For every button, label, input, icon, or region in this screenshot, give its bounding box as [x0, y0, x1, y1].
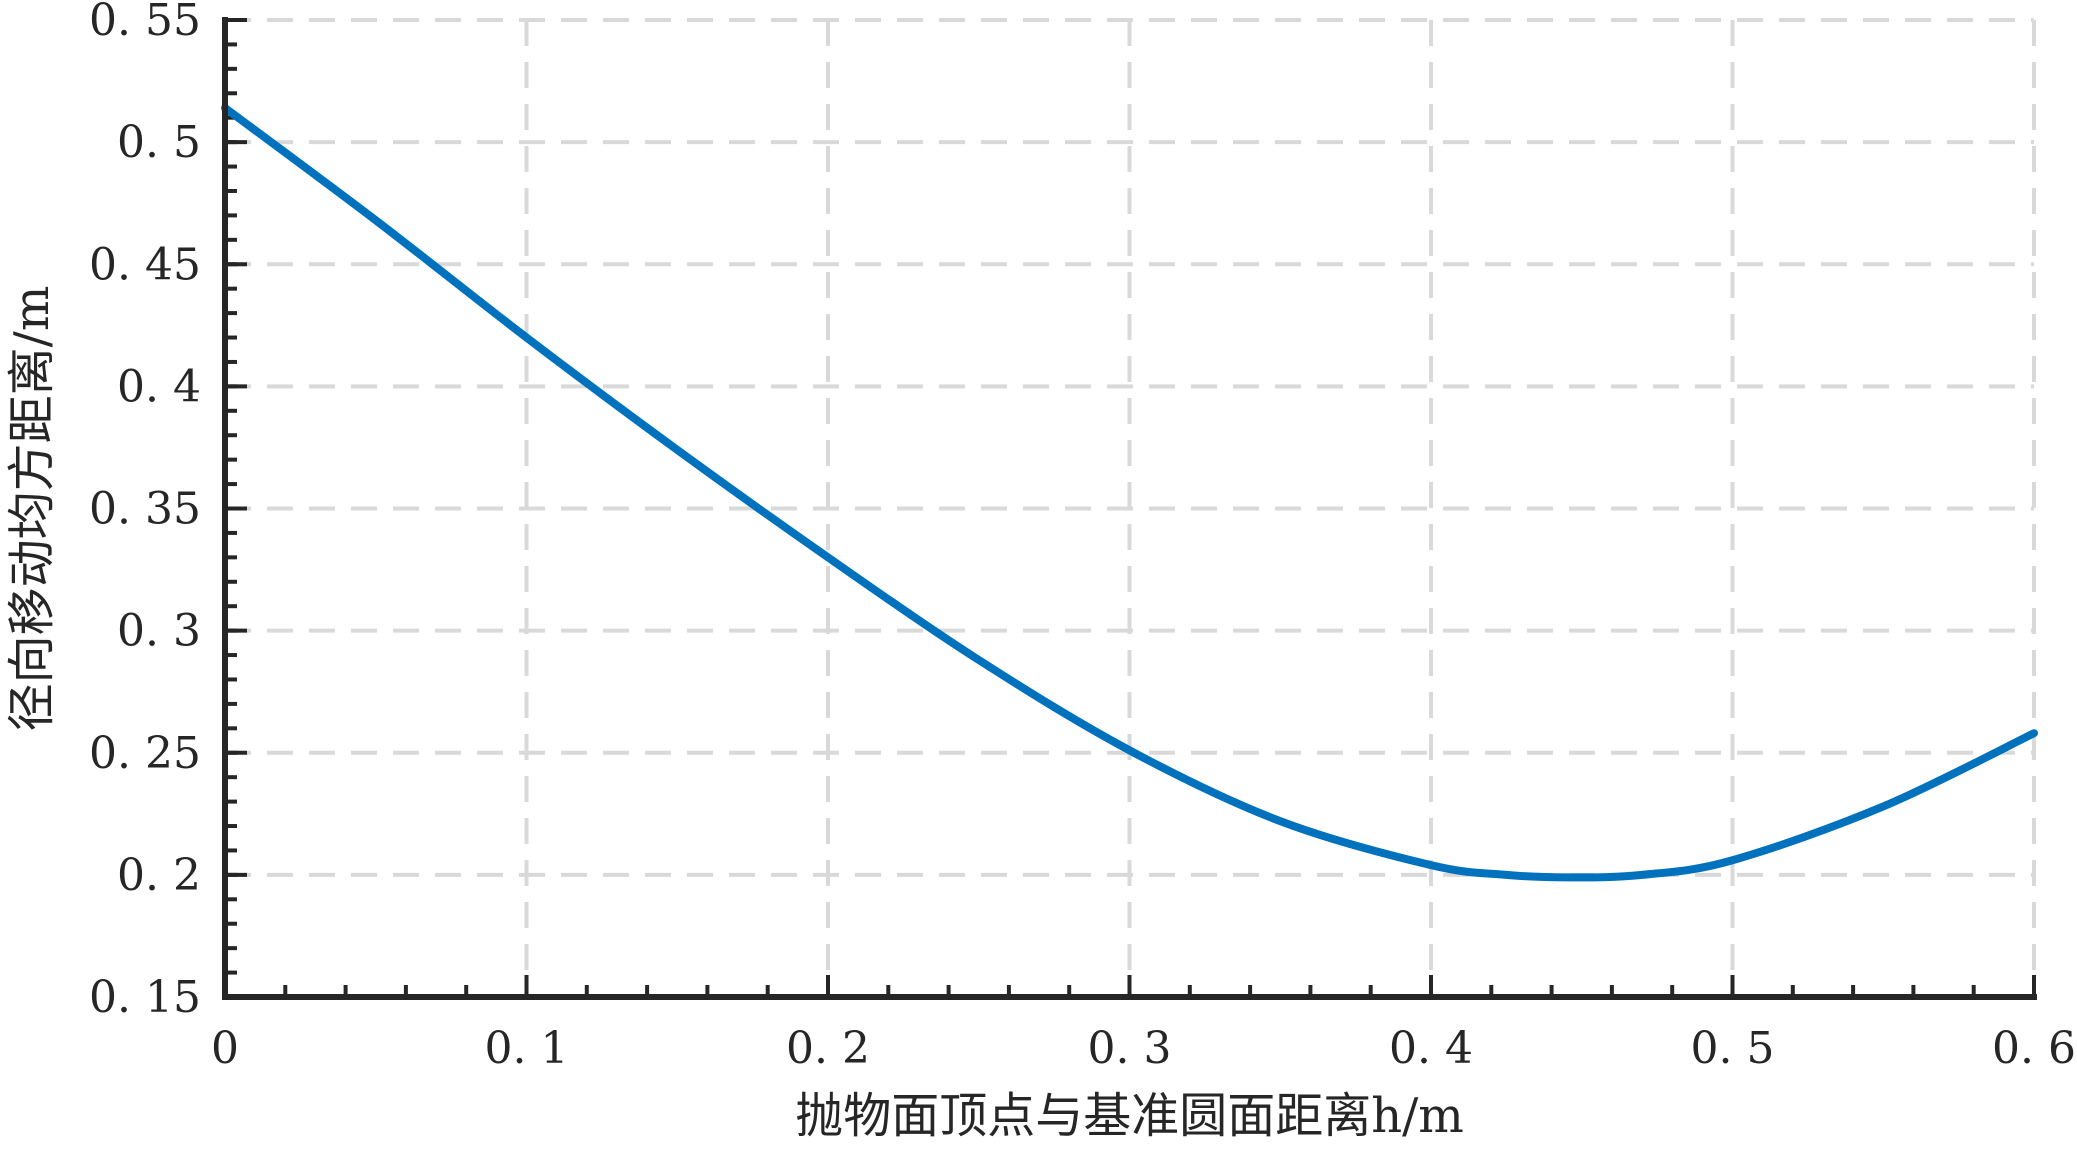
y-tick-label: 0. 5 [117, 117, 201, 168]
x-tick-label: 0. 5 [1691, 1023, 1775, 1074]
series-line [221, 103, 2038, 882]
y-axis-title: 径向移动均方距离/m [4, 286, 60, 732]
y-tick-labels: 0. 15 0. 2 0. 25 0. 3 0. 35 0. 4 0. 45 0. 5 0. 5… [89, 0, 201, 1023]
x-tick-labels: 0 0. 1 0. 2 0. 3 0. 4 0. 5 0. 6 [211, 1023, 2076, 1074]
x-tick-label: 0. 1 [485, 1023, 569, 1074]
x-axis-title: 抛物面顶点与基准圆面距离h/m [795, 1088, 1464, 1144]
axes [222, 17, 2037, 1000]
y-tick-label: 0. 55 [89, 0, 201, 46]
y-tick-label: 0. 25 [89, 728, 201, 779]
y-tick-label: 0. 4 [117, 361, 201, 412]
x-tick-label: 0. 6 [1992, 1023, 2076, 1074]
y-tick-label: 0. 35 [89, 484, 201, 535]
y-tick-label: 0. 15 [89, 972, 201, 1023]
x-tick-label: 0 [211, 1023, 239, 1074]
y-tick-label: 0. 45 [89, 239, 201, 290]
y-tick-label: 0. 2 [117, 850, 201, 901]
series-layer [221, 103, 2038, 882]
y-tick-label: 0. 3 [117, 606, 201, 657]
x-tick-label: 0. 2 [786, 1023, 870, 1074]
x-tick-label: 0. 4 [1389, 1023, 1473, 1074]
x-tick-label: 0. 3 [1088, 1023, 1172, 1074]
minor-ticks [225, 42, 1976, 997]
